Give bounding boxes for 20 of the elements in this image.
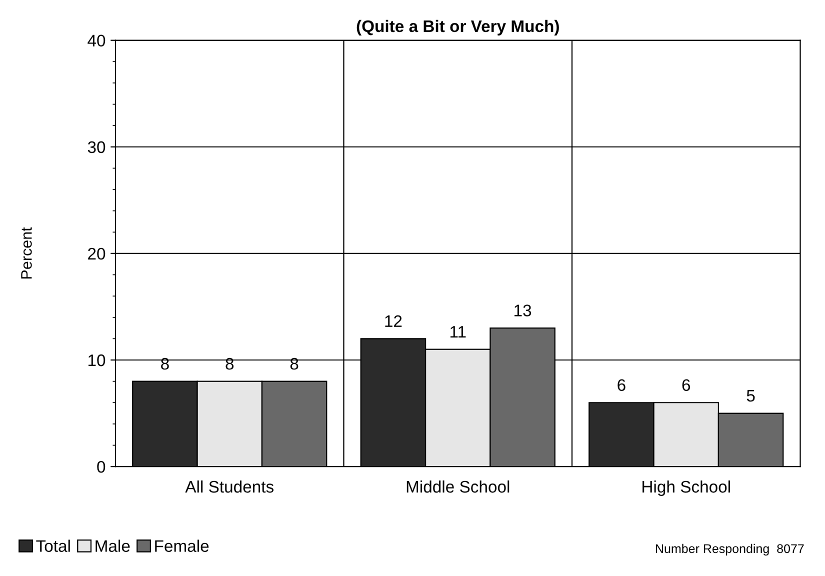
data-label: 13 bbox=[514, 304, 532, 316]
data-label: 5 bbox=[746, 390, 755, 402]
text: Number Responding 8077 bbox=[656, 544, 804, 556]
x-tick-label: High School bbox=[642, 480, 730, 496]
y-tick-label: 30 bbox=[88, 141, 106, 154]
y-axis-title: Percent bbox=[21, 227, 32, 279]
data-label: 11 bbox=[450, 326, 466, 338]
data-label: 12 bbox=[385, 315, 402, 327]
x-tick-label: Middle School bbox=[406, 480, 510, 493]
legend-label: Female bbox=[155, 540, 209, 552]
data-label: 6 bbox=[682, 379, 690, 391]
y-tick-label: 20 bbox=[88, 248, 106, 260]
y-tick-label: 40 bbox=[88, 34, 106, 47]
legend-label: Total bbox=[36, 540, 70, 552]
y-tick-label: 0 bbox=[97, 460, 106, 473]
x-tick-label: All Students bbox=[185, 480, 274, 493]
chart-title: (Quite a Bit or Very Much) bbox=[356, 20, 559, 36]
data-label: 6 bbox=[618, 379, 626, 391]
y-tick-label: 10 bbox=[88, 354, 106, 366]
legend-label: Male bbox=[96, 540, 130, 552]
